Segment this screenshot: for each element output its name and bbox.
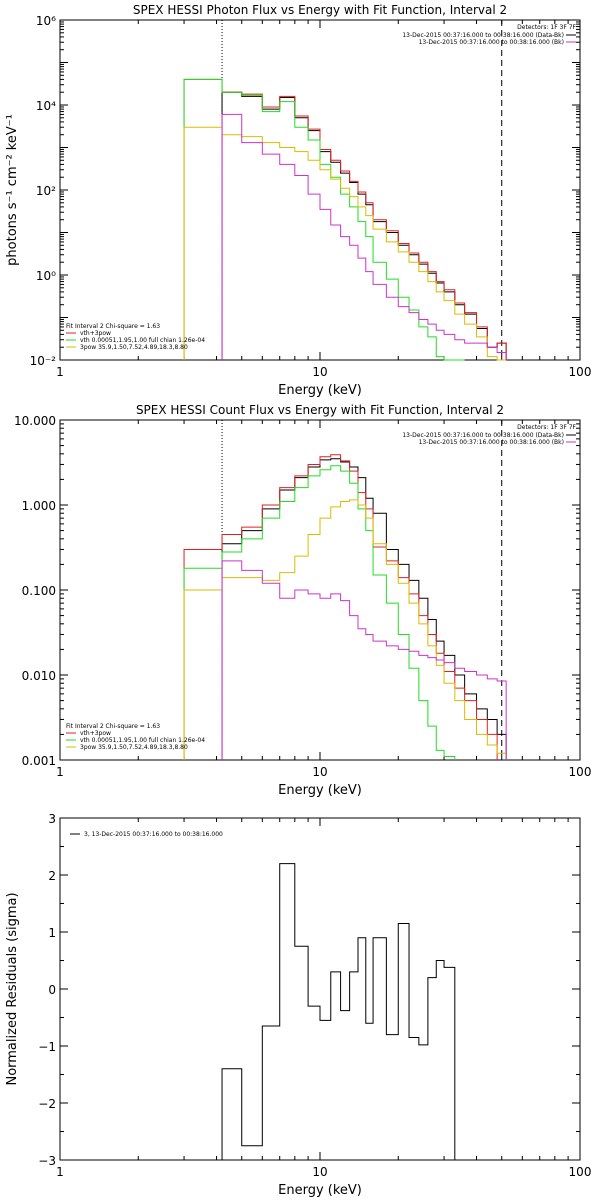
plot-frame <box>59 817 581 1161</box>
legend-detectors: Detectors: 1F 3F 7F <box>517 424 576 431</box>
x-tick-label: 100 <box>569 765 592 779</box>
x-tick-label: 10 <box>312 365 327 379</box>
y-tick-label: −1 <box>38 1040 56 1054</box>
y-tick-label: 2 <box>48 869 56 883</box>
x-tick-label: 10 <box>312 765 327 779</box>
legend-entry: vth+3pow <box>80 330 111 337</box>
legend-entry: vth 0.00051,1.95,1.00 full chian 1.26e-0… <box>80 737 205 744</box>
legend-fit-header: Fit Interval 2 Chi-square = 1.63 <box>66 323 160 330</box>
y-tick-label: −2 <box>38 1097 56 1111</box>
y-tick-label: 0 <box>48 983 56 997</box>
series-2-line <box>183 78 507 360</box>
legend-entry: 13-Dec-2015 00:37:16.000 to 00:38:16.000… <box>402 432 564 439</box>
panel-3: 1 10 100 Energy (keV) −3 −2 −1 0 1 2 3 Normalized R… <box>5 812 591 1198</box>
series-4-line <box>183 499 507 760</box>
x-tick-label: 10 <box>312 1165 327 1179</box>
x-tick-label: 100 <box>569 365 592 379</box>
y-tick-label: 10⁴ <box>36 99 56 113</box>
x-tick-label: 1 <box>56 1165 64 1179</box>
x-axis-label: Energy (keV) <box>278 383 362 398</box>
x-tick-label: 1 <box>56 765 64 779</box>
y-tick-label: 3 <box>48 812 56 826</box>
series-2-line <box>183 454 498 760</box>
y-tick-label: 0.100 <box>22 584 56 598</box>
series-4-line <box>183 126 507 361</box>
legend-entry: 13-Dec-2015 00:37:16.000 to 00:38:16.000… <box>419 39 564 46</box>
y-axis-label: photons s⁻¹ cm⁻² keV⁻¹ <box>5 114 20 266</box>
panel-1: SPEX HESSI Photon Flux vs Energy with Fi… <box>5 3 591 398</box>
legend-entry: 3pow 35.9,1.50,7.52,4.89,18.3,8.80 <box>80 744 188 751</box>
chart-title: SPEX HESSI Count Flux vs Energy with Fit… <box>136 403 504 417</box>
legend-fit-header: Fit Interval 2 Chi-square = 1.63 <box>66 723 160 730</box>
panel-2: SPEX HESSI Count Flux vs Energy with Fit… <box>14 403 591 798</box>
y-tick-label: 1 <box>48 926 56 940</box>
series-1-line <box>221 863 456 1160</box>
y-tick-label: 0.010 <box>22 669 56 683</box>
legend-entry: vth+3pow <box>80 730 111 737</box>
x-tick-label: 100 <box>569 1165 592 1179</box>
y-tick-label: 10⁰ <box>36 269 56 283</box>
y-axis-label: Normalized Residuals (sigma) <box>5 892 20 1085</box>
y-tick-label: 1.000 <box>22 499 56 513</box>
y-tick-label: 10² <box>36 184 56 198</box>
legend-entry: 3, 13-Dec-2015 00:37:16.000 to 00:38:16.… <box>84 831 223 838</box>
legend-entry: 3pow 35.9,1.50,7.52,4.89,18.3,8.80 <box>80 344 188 351</box>
legend-entry: 13-Dec-2015 00:37:16.000 to 00:38:16.000… <box>419 439 564 446</box>
y-tick-label: −3 <box>38 1154 56 1168</box>
legend-entry: 13-Dec-2015 00:37:16.000 to 00:38:16.000… <box>402 32 564 39</box>
x-tick-label: 1 <box>56 365 64 379</box>
legend-detectors: Detectors: 1F 3F 7F <box>517 24 576 31</box>
x-axis-label: Energy (keV) <box>278 783 362 798</box>
chart-title: SPEX HESSI Photon Flux vs Energy with Fi… <box>133 3 507 17</box>
y-tick-label: 10.000 <box>14 414 56 428</box>
y-tick-label: 10⁻² <box>30 354 57 368</box>
series-1-line <box>221 91 507 360</box>
y-tick-label: 10⁶ <box>36 14 56 28</box>
series-5-line <box>221 113 507 360</box>
x-axis-label: Energy (keV) <box>278 1183 362 1198</box>
y-tick-label: 0.001 <box>22 754 56 768</box>
series-3-line <box>183 465 456 760</box>
series-5-line <box>221 560 507 760</box>
legend-entry: vth 0.00051,1.95,1.00 full chian 1.26e-0… <box>80 337 205 344</box>
series-3-line <box>183 78 465 361</box>
series-1-line <box>221 458 507 760</box>
